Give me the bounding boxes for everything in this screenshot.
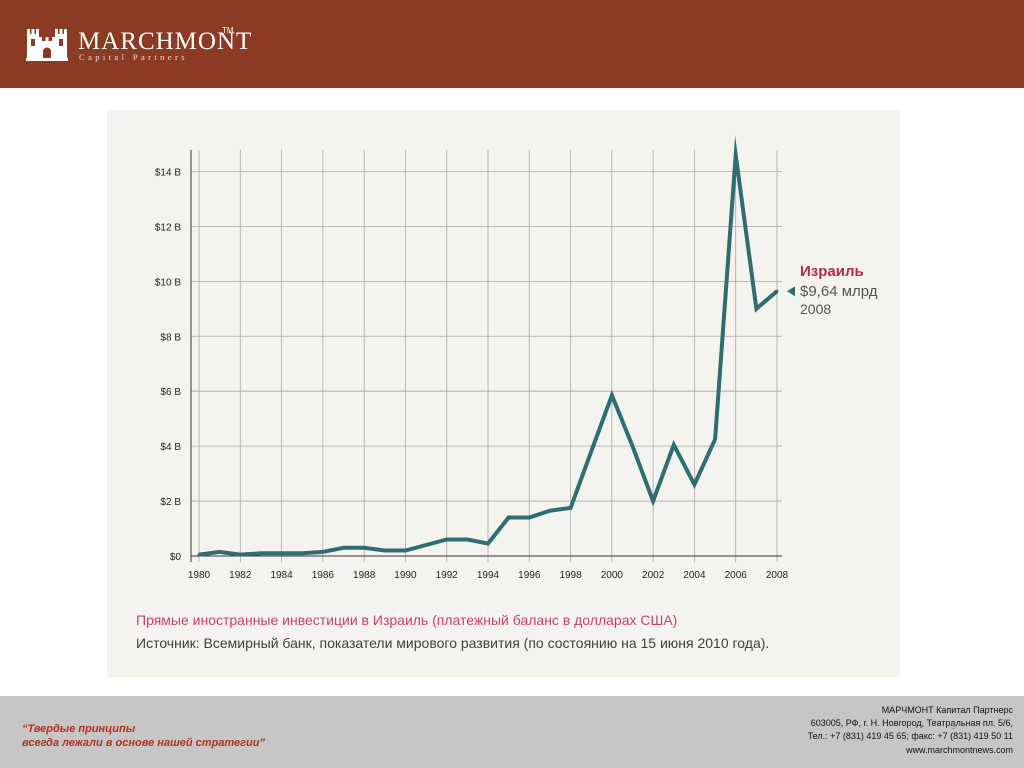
x-tick-label: 2008 [766, 570, 789, 581]
data-point [775, 289, 779, 293]
footer-contact: МАРЧМОНТ Капитал Партнерс 603005, РФ, г.… [808, 704, 1013, 757]
chart-caption-title: Прямые иностранные инвестиции в Израиль … [136, 612, 678, 628]
y-tick-label: $2 B [160, 497, 181, 508]
data-point [466, 538, 469, 541]
y-tick-label: $6 B [160, 387, 181, 398]
marchmont-logo[interactable]: MARCHMONT TM Capital Partners [26, 24, 251, 64]
data-point [197, 553, 201, 556]
y-tick-label: $14 B [155, 167, 181, 178]
annotation-value: $9,64 млрд [800, 283, 878, 300]
data-point [755, 307, 758, 311]
footer-slogan: “Твердые принципы всегда лежали в основе… [22, 722, 265, 750]
fdi-line-chart: $0 $2 B $4 B $6 B $8 B $10 B $12 B $14 B 1980 198… [155, 135, 878, 581]
data-point [693, 483, 696, 486]
company-phone: Тел.: +7 (831) 419 45 65; факс: +7 (831)… [807, 731, 1013, 742]
data-point [445, 538, 449, 541]
data-point [486, 542, 490, 545]
castle-icon [26, 29, 68, 61]
data-point [321, 550, 325, 554]
data-points [197, 153, 779, 556]
data-point [548, 509, 552, 513]
data-point [362, 546, 366, 550]
x-tick-label: 1988 [353, 570, 376, 581]
company-website[interactable]: www.marchmontnews.com [905, 744, 1013, 755]
company-name: МАРЧМОНТ Капитал Партнерс [881, 705, 1013, 715]
data-point [218, 550, 221, 554]
data-point [507, 516, 510, 519]
brand-subtitle: Capital Partners [79, 52, 188, 62]
data-point [569, 506, 572, 510]
x-tick-label: 1996 [518, 570, 541, 581]
data-point [280, 551, 283, 555]
trademark-mark: TM [222, 26, 234, 35]
chart-axes [190, 150, 782, 562]
company-address: 603005, РФ, г. Н. Новгород, Театральная … [810, 718, 1013, 729]
x-tick-label: 1992 [436, 570, 459, 581]
y-tick-label: $4 B [160, 442, 181, 453]
annotation-year: 2008 [800, 301, 831, 317]
x-tick-label: 2004 [683, 570, 706, 581]
y-tick-label: $0 [170, 552, 182, 563]
chart-panel: $0 $2 B $4 B $6 B $8 B $10 B $12 B $14 B 1980 198… [107, 110, 900, 677]
data-point [672, 443, 676, 447]
x-tick-label: 1980 [188, 570, 211, 581]
slogan-line-2: всегда лежали в основе нашей стратегии” [22, 737, 265, 749]
annotation-title: Израиль [800, 263, 864, 280]
y-tick-label: $8 B [160, 332, 181, 343]
data-point [527, 516, 531, 519]
data-point [424, 543, 428, 547]
data-point [300, 551, 304, 555]
y-tick-label: $10 B [155, 277, 181, 288]
data-point [713, 437, 717, 441]
y-tick-label: $12 B [155, 222, 181, 233]
x-tick-label: 2002 [642, 570, 665, 581]
x-tick-label: 1998 [559, 570, 582, 581]
x-tick-label: 1984 [270, 570, 293, 581]
x-tick-label: 1986 [312, 570, 335, 581]
data-point [342, 546, 345, 550]
slide-number: 3 [951, 721, 957, 731]
data-point [383, 549, 387, 552]
tick-labels: $0 $2 B $4 B $6 B $8 B $10 B $12 B $14 B 1980 198… [155, 167, 789, 581]
x-tick-label: 1994 [477, 570, 500, 581]
data-point [238, 553, 242, 556]
grid-lines [191, 150, 782, 562]
header-bar: MARCHMONT TM Capital Partners [0, 0, 1024, 88]
data-point [734, 153, 738, 157]
data-point [404, 549, 407, 552]
x-tick-label: 2006 [725, 570, 748, 581]
x-tick-label: 1990 [394, 570, 417, 581]
x-tick-label: 2000 [601, 570, 624, 581]
data-point [651, 499, 655, 503]
slogan-line-1: “Твердые принципы [22, 723, 136, 735]
x-tick-label: 1982 [229, 570, 252, 581]
data-point [589, 450, 593, 453]
chart-caption-source: Источник: Всемирный банк, показатели мир… [136, 635, 770, 651]
data-point [259, 551, 263, 555]
data-point [631, 444, 634, 448]
annotation-marker-icon [787, 286, 795, 297]
footer-bar: “Твердые принципы всегда лежали в основе… [0, 696, 1024, 768]
data-point [610, 393, 614, 397]
brand-name: MARCHMONT [78, 28, 253, 55]
